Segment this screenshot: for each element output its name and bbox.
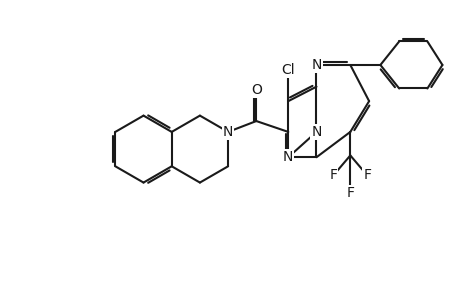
Text: O: O	[250, 83, 261, 97]
Text: N: N	[282, 150, 293, 164]
Text: N: N	[311, 58, 321, 72]
Text: F: F	[346, 186, 353, 200]
Text: F: F	[363, 168, 370, 182]
Text: F: F	[329, 168, 336, 182]
Text: Cl: Cl	[281, 63, 295, 77]
Text: N: N	[311, 125, 321, 139]
Text: N: N	[223, 125, 233, 139]
